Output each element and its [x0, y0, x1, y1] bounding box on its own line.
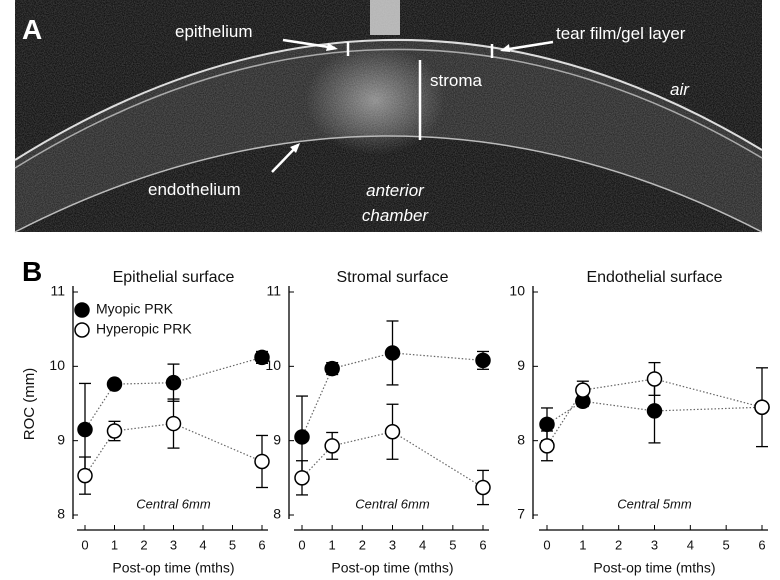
point [646, 371, 663, 387]
point [646, 403, 663, 419]
oct-image [14, 0, 763, 233]
point [165, 374, 182, 391]
point [294, 470, 310, 486]
y-tick-label: 8 [273, 506, 281, 522]
annotation: air [670, 80, 689, 99]
x-tick-label: 4 [419, 537, 426, 552]
point [324, 360, 340, 377]
point [165, 415, 182, 432]
series-line [84, 422, 263, 476]
x-tick-label: 6 [479, 537, 486, 552]
annotation: endothelium [148, 180, 241, 199]
panel-label: A [22, 14, 43, 45]
annotation: anterior chamber [361, 181, 429, 225]
x-axis-label: Post-op time (mths) [331, 560, 453, 576]
annotation: epithelium [175, 22, 253, 41]
x-tick-label: 4 [687, 537, 694, 552]
x-tick-label: 1 [579, 537, 586, 552]
annotation: Central 6mm [355, 496, 430, 511]
point [324, 438, 340, 454]
legend-label: Myopic PRK [96, 301, 174, 317]
x-axis-label: Post-op time (mths) [112, 560, 234, 576]
x-axis-label: Post-op time (mths) [593, 560, 715, 576]
series-line [546, 378, 763, 447]
panel-label: B [22, 256, 43, 287]
point [475, 352, 491, 369]
series-line [301, 431, 484, 489]
point [294, 429, 310, 445]
x-tick-label: 6 [258, 537, 265, 552]
y-tick-label: 8 [57, 506, 65, 522]
charts: Epithelial surface Post-op time (mths) ROC… [21, 269, 770, 576]
y-tick-label: 10 [49, 357, 65, 373]
legend-marker [74, 302, 90, 318]
y-tick-label: 7 [517, 506, 525, 522]
x-tick-label: 3 [170, 537, 177, 552]
x-tick-label: 2 [359, 537, 366, 552]
y-tick-label: 10 [265, 357, 281, 373]
annotation: tear film/gel layer [556, 24, 686, 43]
x-tick-label: 5 [723, 537, 730, 552]
point [106, 376, 123, 392]
point [106, 423, 123, 439]
annotation: Central 5mm [617, 496, 692, 511]
annotation: Central 6mm [136, 496, 211, 511]
x-tick-label: 4 [199, 537, 206, 552]
x-tick-label: 6 [758, 537, 765, 552]
chart-title: Endothelial surface [586, 269, 722, 286]
x-tick-label: 3 [389, 537, 396, 552]
x-tick-label: 3 [651, 537, 658, 552]
point [77, 467, 93, 484]
series-line [546, 400, 763, 425]
point [475, 479, 491, 496]
point [539, 438, 555, 454]
x-tick-label: 2 [615, 537, 622, 552]
chart-title: Epithelial surface [113, 269, 235, 286]
y-tick-label: 11 [50, 283, 65, 299]
x-tick-label: 0 [298, 537, 305, 552]
x-tick-label: 5 [449, 537, 456, 552]
point [384, 423, 401, 440]
annotation: stroma [430, 71, 482, 90]
y-tick-label: 9 [517, 357, 525, 373]
y-tick-label: 11 [266, 283, 281, 299]
point [575, 382, 591, 398]
y-tick-label: 9 [57, 431, 65, 447]
x-tick-label: 0 [543, 537, 550, 552]
point [77, 421, 93, 438]
y-tick-label: 10 [509, 283, 525, 299]
y-axis-label: ROC (mm) [21, 368, 38, 440]
y-tick-label: 8 [517, 431, 525, 447]
x-tick-label: 5 [229, 537, 236, 552]
point [254, 349, 270, 366]
point [254, 453, 270, 470]
chart-title: Stromal surface [336, 269, 448, 286]
x-tick-label: 2 [140, 537, 147, 552]
legend-label: Hyperopic PRK [96, 321, 192, 337]
series-line [301, 352, 484, 438]
x-tick-label: 0 [81, 537, 88, 552]
point [384, 345, 401, 361]
point [539, 416, 555, 433]
legend-marker [74, 322, 90, 338]
y-tick-label: 9 [273, 431, 281, 447]
x-tick-label: 1 [111, 537, 118, 552]
x-tick-label: 1 [329, 537, 336, 552]
point [754, 399, 770, 415]
